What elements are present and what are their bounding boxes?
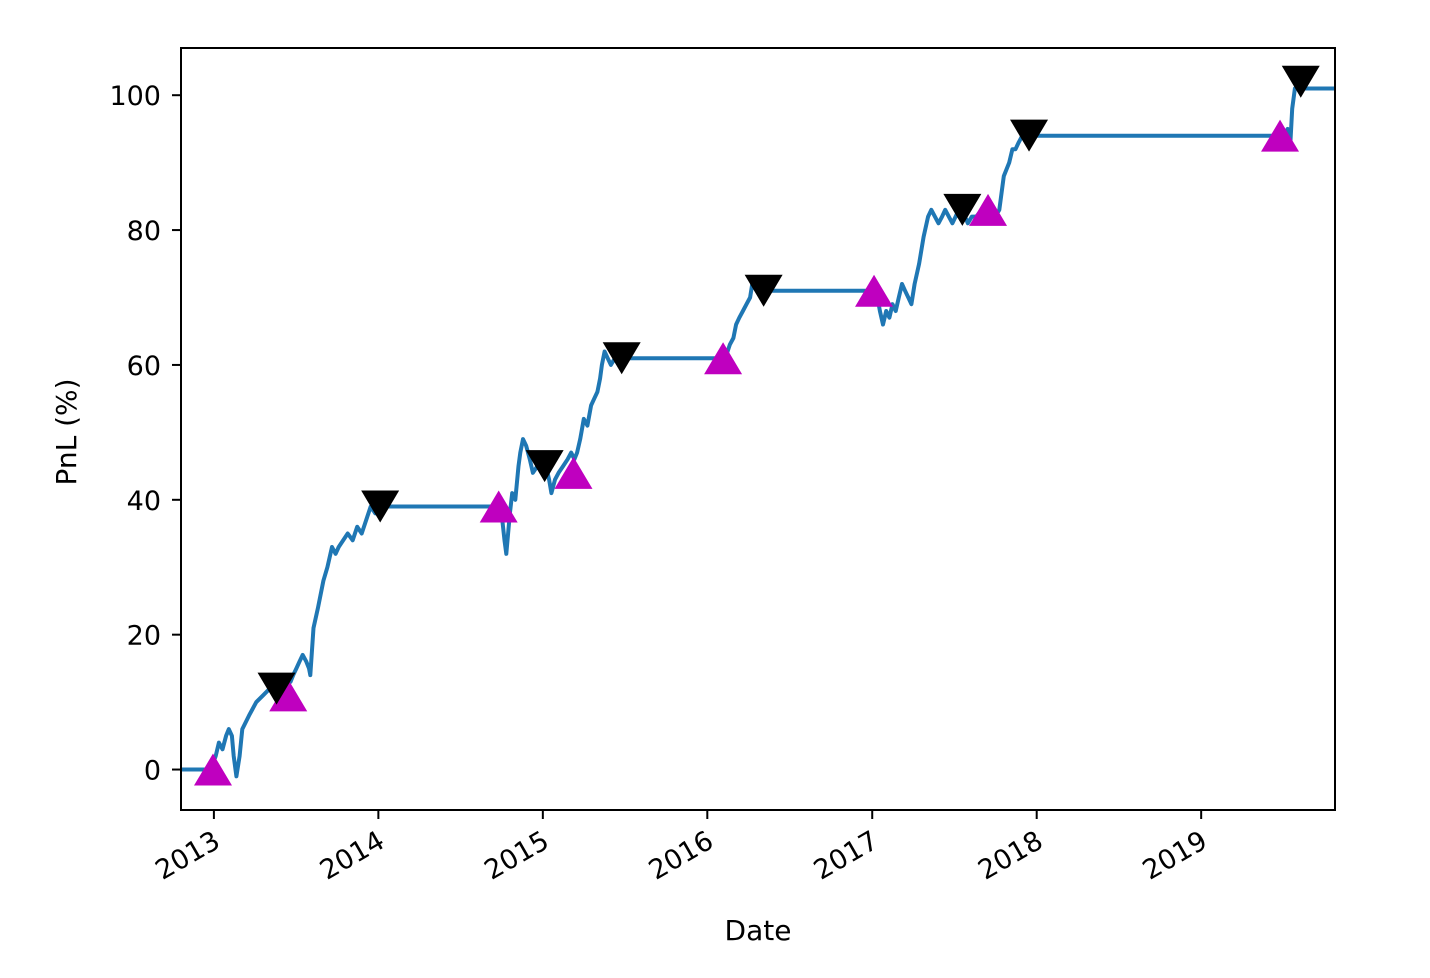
marker-layer (193, 65, 1320, 786)
buy-marker (193, 753, 232, 786)
buy-marker (479, 490, 518, 523)
sell-marker (1010, 119, 1049, 152)
buy-marker (704, 342, 743, 375)
plot-area (180, 47, 1336, 811)
plot-background (181, 48, 1335, 810)
buy-marker (855, 274, 894, 307)
buy-marker (269, 679, 308, 712)
buy-marker (1261, 119, 1300, 152)
x-axis-label: Date (725, 914, 792, 947)
y-tick-label: 80 (127, 216, 161, 247)
buy-marker (554, 456, 593, 489)
y-tick-label: 20 (127, 621, 161, 652)
plot-frame (180, 47, 1336, 811)
sell-marker (943, 193, 982, 226)
sell-marker (1281, 65, 1320, 98)
y-tick-label: 40 (127, 486, 161, 517)
buy-marker (969, 193, 1008, 226)
sell-marker (257, 672, 296, 705)
y-axis: 0 20 40 60 80 100 (109, 81, 181, 787)
sell-marker (525, 450, 564, 483)
y-tick-label: 60 (127, 351, 161, 382)
sell-marker (602, 342, 641, 375)
sell-marker (361, 490, 400, 523)
sell-marker (744, 274, 783, 307)
y-tick-label: 100 (109, 81, 161, 112)
y-axis-label: PnL (%) (50, 378, 83, 485)
y-tick-label: 0 (144, 756, 161, 787)
